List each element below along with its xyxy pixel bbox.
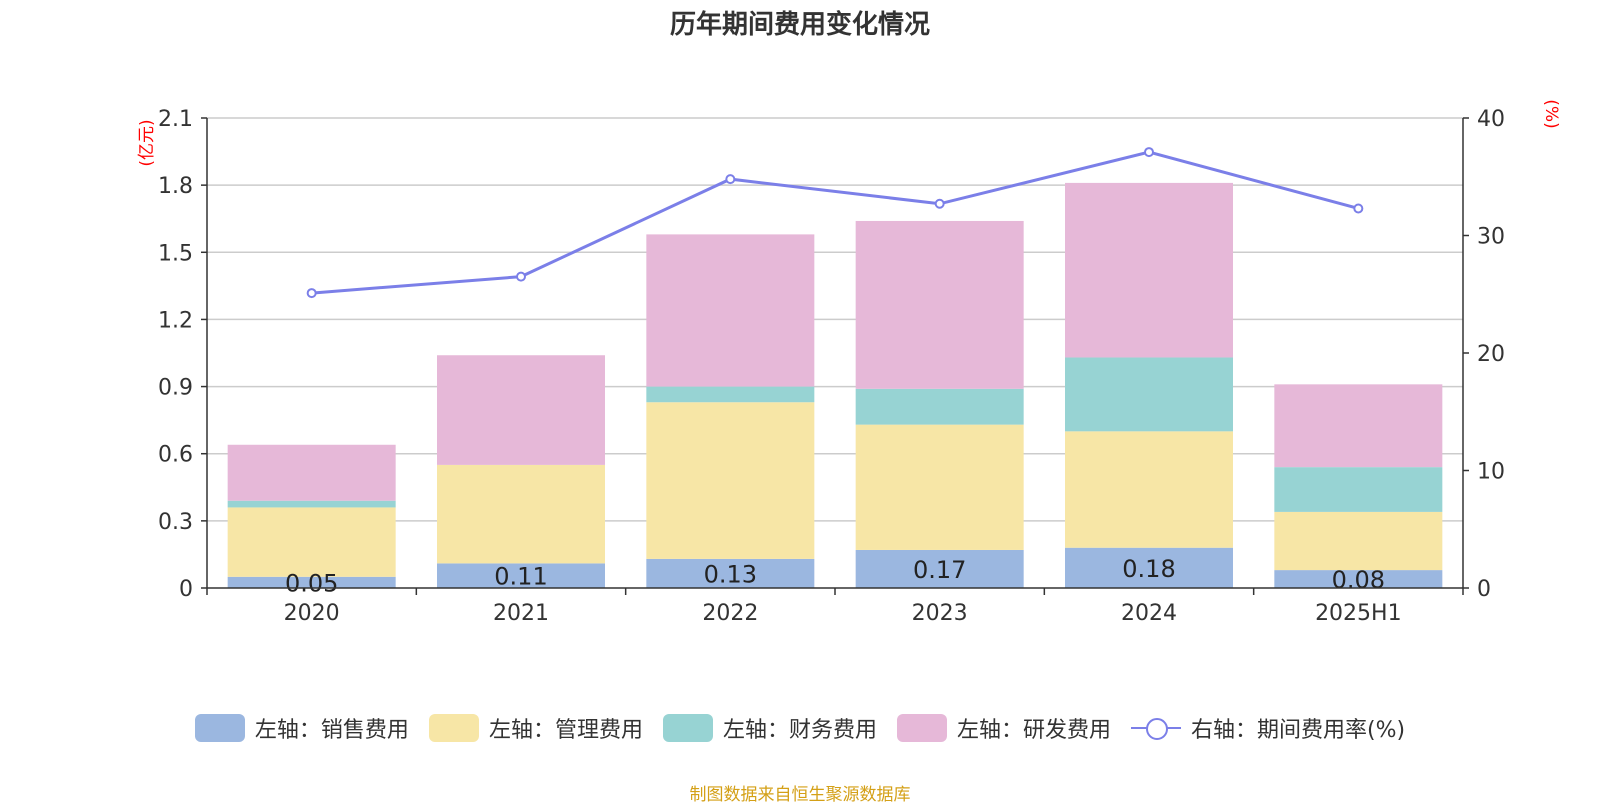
bar-segment (1274, 511, 1443, 571)
x-axis-tick-label: 2021 (493, 601, 549, 626)
left-axis-tick-label: 2.1 (158, 107, 193, 132)
bar-segment (437, 355, 605, 465)
bar-segment (1065, 547, 1233, 588)
legend-swatch-admin (428, 714, 479, 742)
data-label: 0.17 (913, 556, 966, 584)
legend-item-rd[interactable]: 左轴：研发费用 (896, 712, 1111, 744)
bar-segment (1065, 182, 1233, 358)
legend-swatch-rd (896, 714, 947, 742)
right-axis-tick-label: 0 (1477, 577, 1491, 602)
expense-rate-point (516, 271, 526, 282)
legend-item-admin[interactable]: 左轴：管理费用 (428, 712, 643, 744)
bar-segment (855, 549, 1024, 588)
x-axis-tick-label: 2023 (912, 601, 968, 626)
bar-segment (227, 444, 396, 501)
legend-label-expense-rate: 右轴：期间费用率(%) (1190, 718, 1406, 743)
expense-rate-point (1144, 147, 1154, 158)
chart-canvas: 0 0.3 0.6 0.9 1.2 1.5 1.8 2.1 0 10 20 30 40 (亿元) (%) 0.… (137, 99, 1561, 626)
bar-segment (855, 424, 1024, 550)
legend-line-marker-icon (1130, 714, 1181, 742)
chart-legend: 左轴：销售费用 左轴：管理费用 左轴：财务费用 左轴：研发费用 右轴：期间费用率… (0, 712, 1600, 744)
legend-label-admin: 左轴：管理费用 (488, 718, 643, 743)
x-axis-tick-label: 2025H1 (1315, 601, 1402, 626)
x-axis-tick-label: 2020 (284, 601, 340, 626)
left-axis-tick-label: 0.3 (158, 510, 193, 535)
bar-segment (646, 234, 815, 387)
legend-item-expense-rate[interactable]: 右轴：期间费用率(%) (1130, 712, 1406, 744)
legend-label-finance: 左轴：财务费用 (722, 718, 877, 743)
right-axis-tick-label: 30 (1477, 225, 1505, 250)
x-axis-tick-label: 2024 (1121, 601, 1177, 626)
left-axis-tick-label: 0.6 (158, 443, 193, 468)
legend-swatch-sales (194, 714, 245, 742)
data-source-note: 制图数据来自恒生聚源数据库 (689, 785, 911, 805)
bar-segment (646, 558, 815, 588)
legend-swatch-finance (662, 714, 713, 742)
chart-title: 历年期间费用变化情况 (669, 10, 930, 40)
bar-segment (1274, 467, 1443, 512)
bar-segment (646, 386, 815, 403)
legend-label-rd: 左轴：研发费用 (956, 718, 1111, 743)
bar-segment (437, 563, 605, 588)
bar-segment (437, 464, 605, 564)
bar-segment (1274, 570, 1443, 588)
expense-rate-point (1353, 203, 1364, 214)
bar-segment (855, 388, 1024, 425)
right-axis-tick-label: 20 (1477, 342, 1505, 367)
expense-rate-line (311, 150, 1359, 295)
expense-rate-point (306, 288, 317, 299)
right-axis-tick-label: 40 (1477, 107, 1505, 132)
left-axis-tick-label: 0 (179, 577, 193, 602)
bar-segment (227, 500, 396, 508)
x-axis-tick-label: 2022 (702, 601, 758, 626)
expense-rate-point (934, 198, 945, 209)
bar-segment (1274, 384, 1443, 468)
data-label: 0.08 (1332, 566, 1385, 594)
bar-segment (227, 576, 396, 588)
left-axis-tick-label: 1.2 (158, 308, 193, 333)
data-label: 0.13 (704, 560, 757, 588)
data-label: 0.05 (285, 569, 338, 597)
bar-segment (1065, 357, 1233, 432)
bar-segment (227, 507, 396, 577)
bar-segment (646, 402, 815, 559)
legend-item-finance[interactable]: 左轴：财务费用 (662, 712, 877, 744)
right-axis-tick-label: 10 (1477, 460, 1505, 485)
left-axis-tick-label: 1.5 (158, 241, 193, 266)
data-label: 0.18 (1122, 555, 1175, 583)
legend-item-sales[interactable]: 左轴：销售费用 (194, 712, 409, 744)
left-axis-unit-label: (亿元) (137, 119, 157, 166)
right-axis-unit-label: (%) (1541, 99, 1561, 128)
expense-rate-point (725, 174, 736, 185)
left-axis-tick-label: 1.8 (158, 174, 193, 199)
bar-segment (855, 220, 1024, 389)
bar-segment (1065, 431, 1233, 548)
legend-label-sales: 左轴：销售费用 (254, 718, 409, 743)
left-axis-tick-label: 0.9 (158, 376, 193, 401)
data-label: 0.11 (494, 563, 547, 591)
